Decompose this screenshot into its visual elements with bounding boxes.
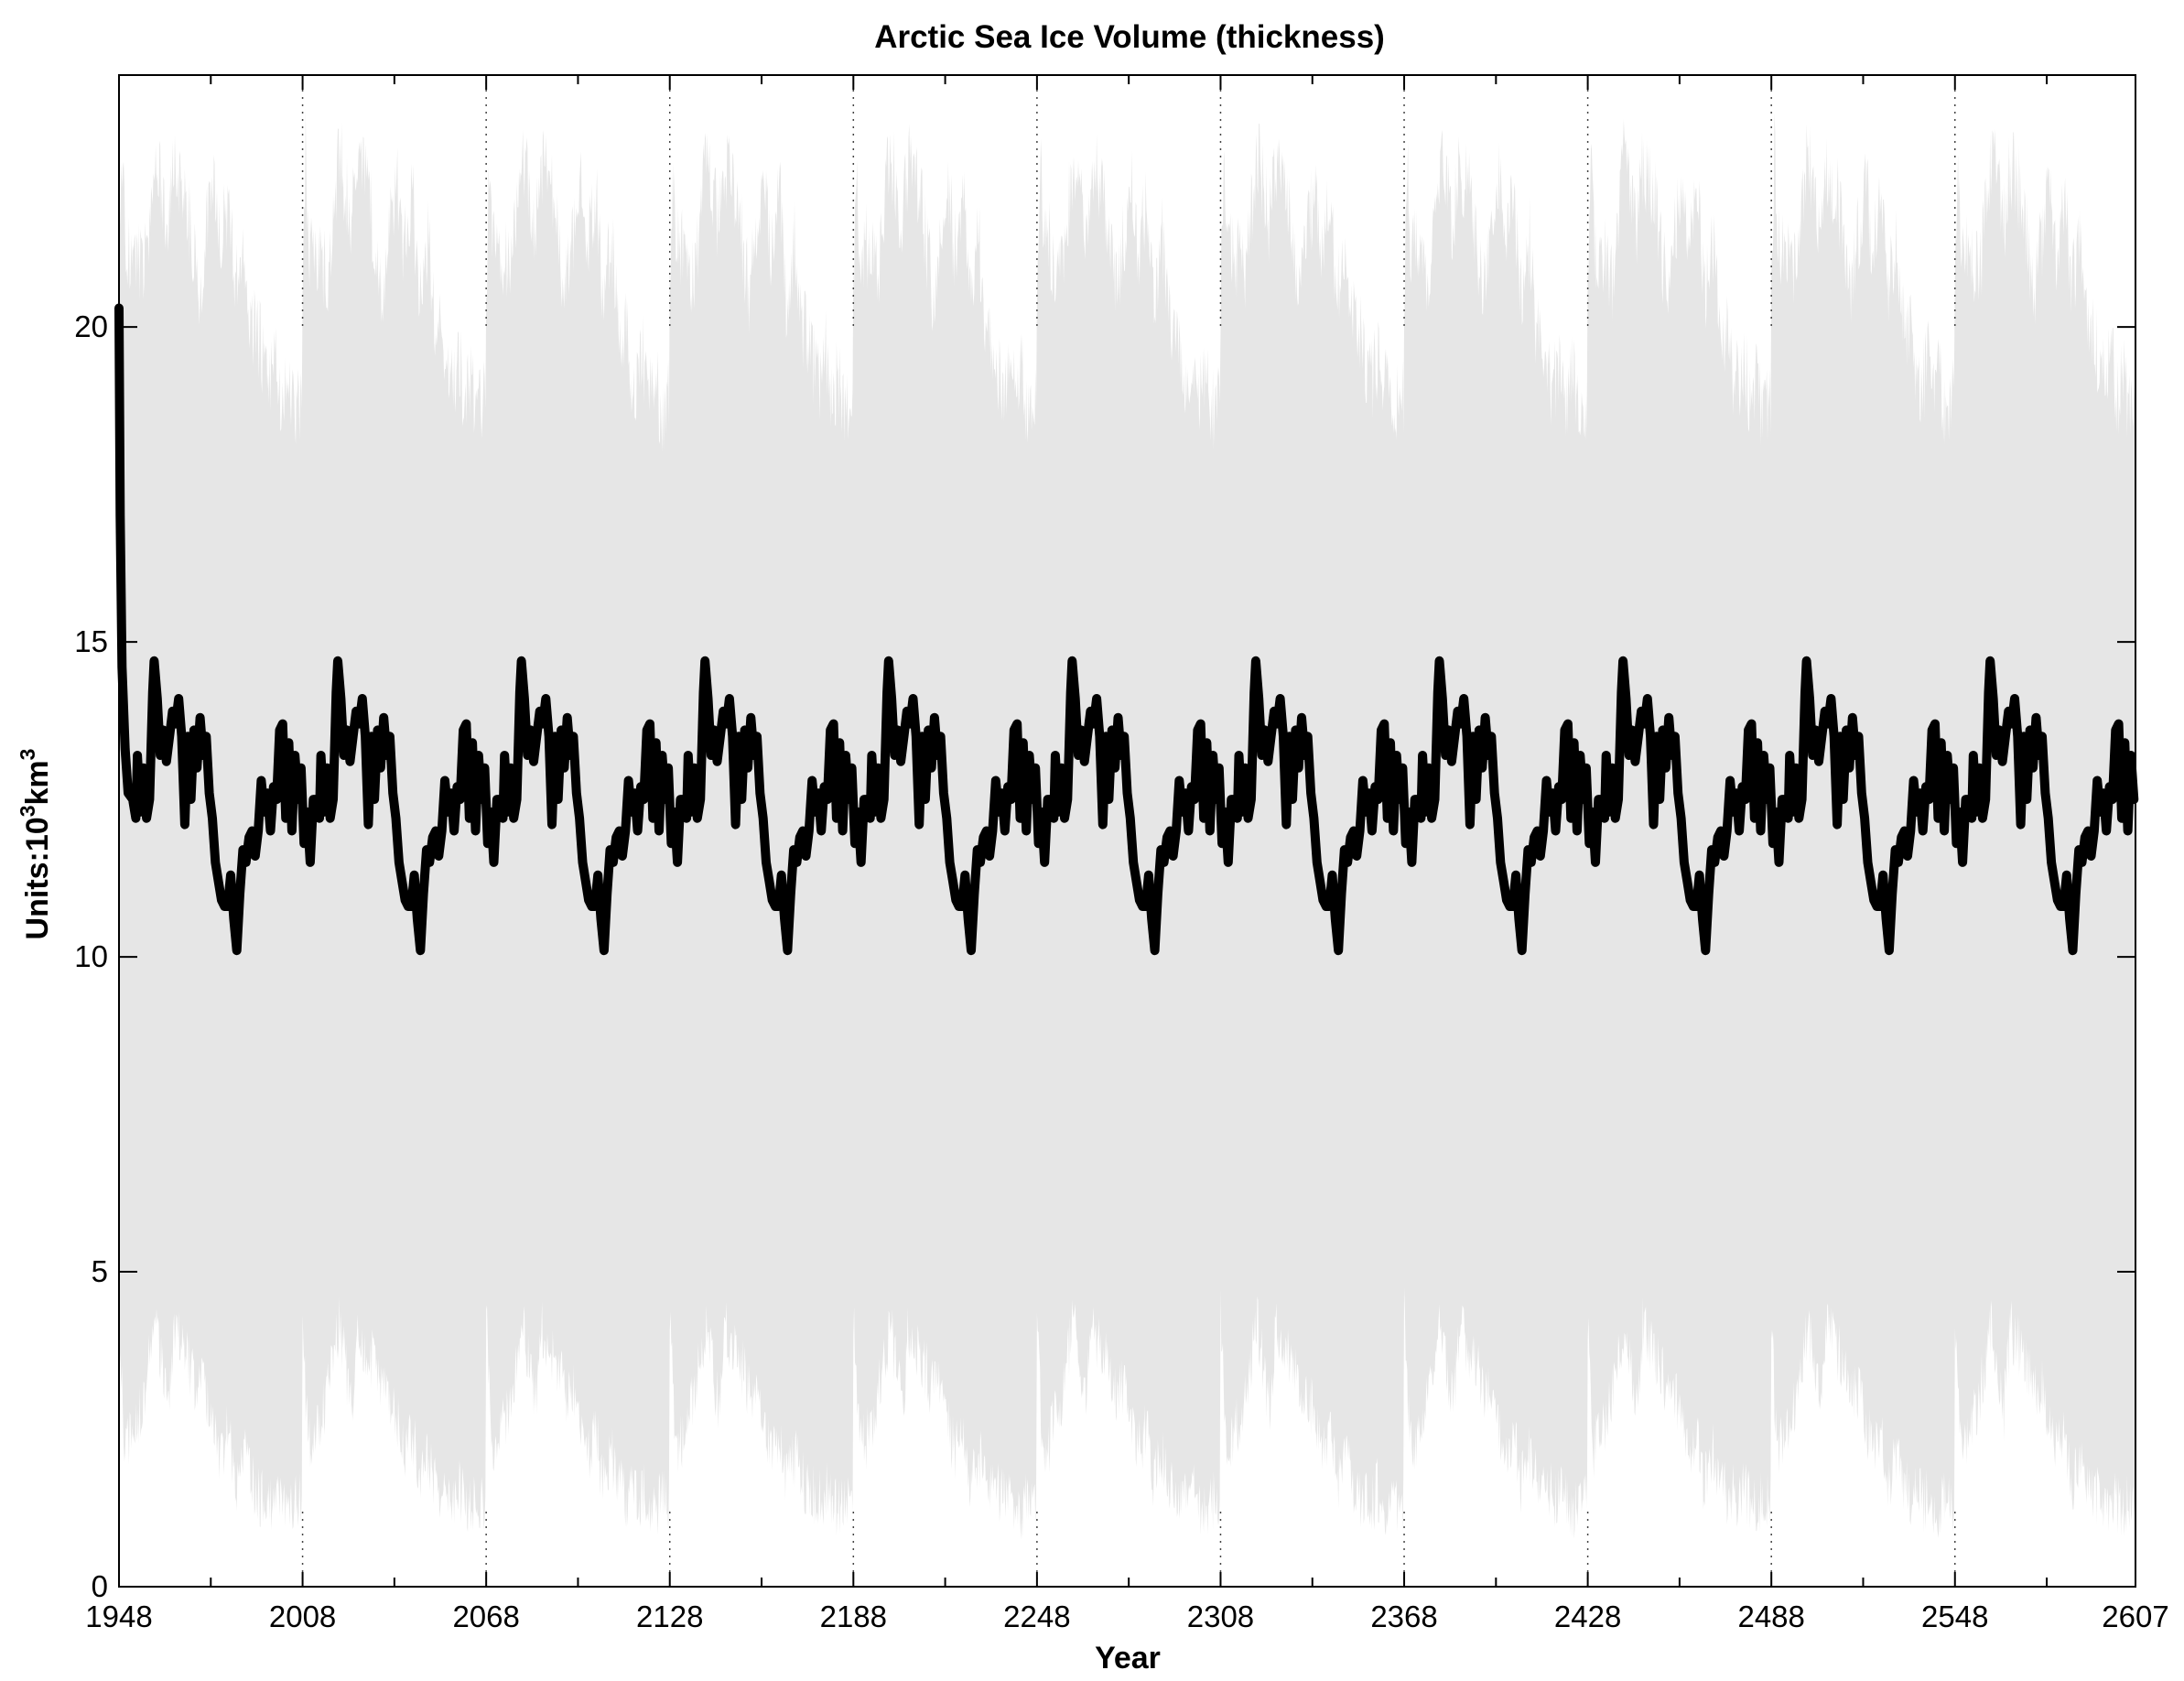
x-tick-label: 2428 (1554, 1600, 1621, 1633)
x-axis-label: Year (1095, 1641, 1161, 1676)
x-tick-label: 2068 (452, 1600, 519, 1633)
y-axis-label-prefix: Units:10 (20, 817, 55, 939)
x-tick-label: 2188 (820, 1600, 887, 1633)
y-tick-label: 0 (92, 1569, 108, 1603)
y-axis-label-exponent-1: 3 (16, 806, 39, 818)
y-tick-label: 20 (74, 309, 108, 343)
plot-area (114, 75, 2139, 1587)
y-axis-label: Units:103km3 (16, 749, 55, 940)
x-tick-label: 2607 (2102, 1600, 2168, 1633)
y-axis-label-unit: km (20, 760, 55, 805)
x-tick-label: 2008 (269, 1600, 336, 1633)
chart-title: Arctic Sea Ice Volume (thickness) (874, 19, 1385, 55)
x-tick-label: 2548 (1921, 1600, 1988, 1633)
axes (118, 74, 2136, 1588)
x-tick-label: 2128 (636, 1600, 703, 1633)
y-tick-label: 15 (74, 624, 108, 658)
x-tick-label: 2248 (1003, 1600, 1070, 1633)
tick-labels: 1948 2008 2068 2128 2188 2248 2308 2368 2428 2488… (74, 309, 2168, 1633)
y-tick-label: 5 (92, 1254, 108, 1288)
y-axis-label-exponent-2: 3 (16, 749, 39, 761)
x-tick-label: 2308 (1187, 1600, 1254, 1633)
plot-frame (118, 74, 2136, 1588)
series-line (114, 303, 2139, 956)
x-tick-label: 2488 (1737, 1600, 1804, 1633)
x-tick-label: 2368 (1370, 1600, 1437, 1633)
y-tick-label: 10 (74, 939, 108, 973)
x-tick-label: 1948 (85, 1600, 152, 1633)
